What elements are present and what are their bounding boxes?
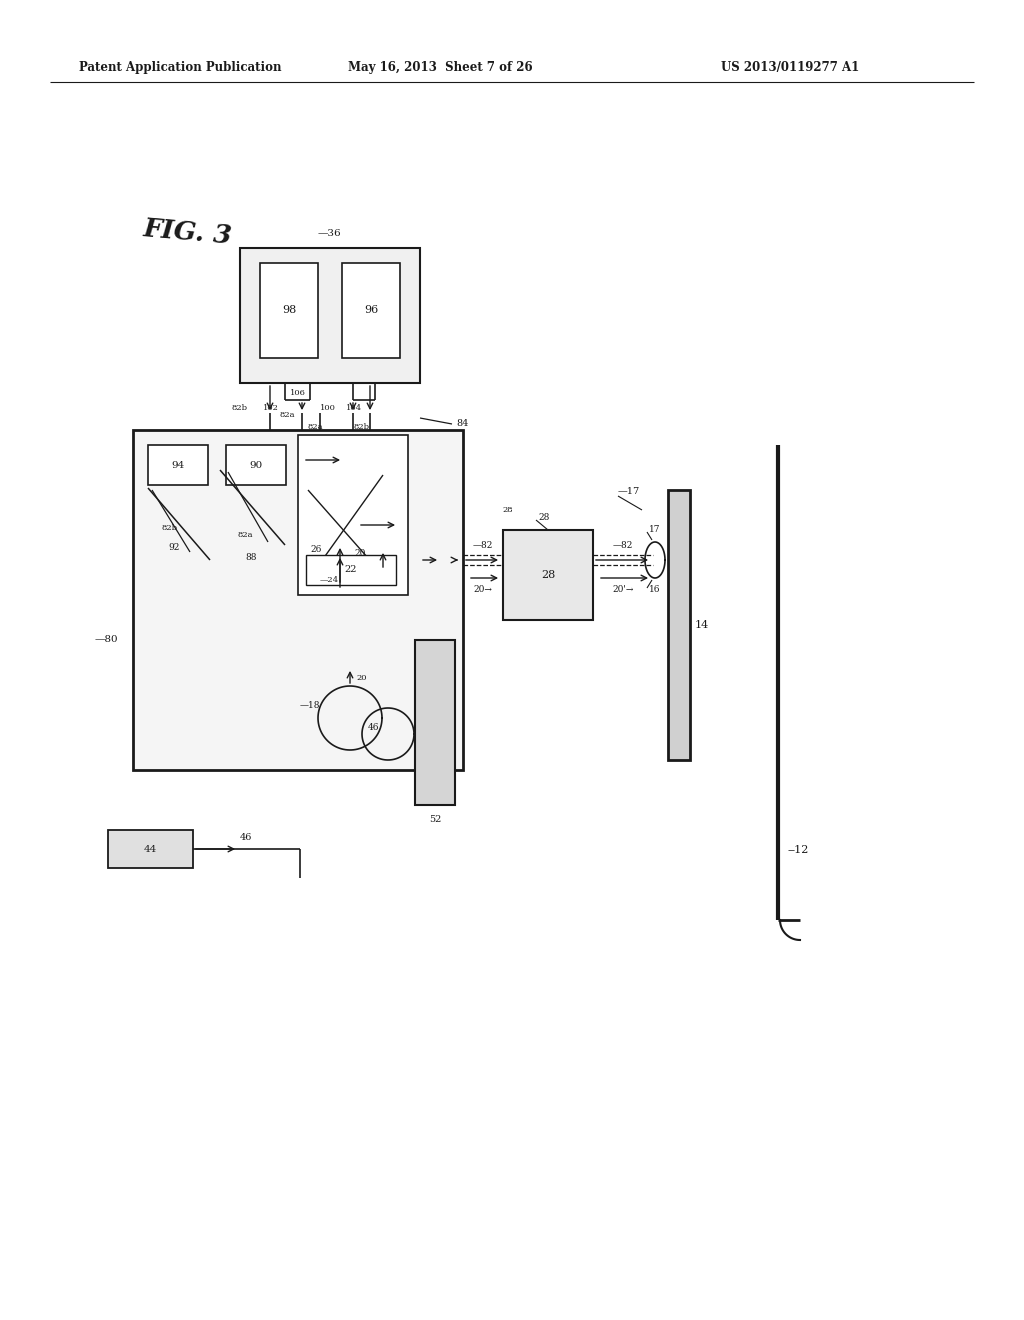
- Text: —82: —82: [473, 541, 494, 550]
- Text: 20→: 20→: [473, 586, 493, 594]
- Text: 28: 28: [538, 513, 549, 523]
- Text: 14: 14: [695, 620, 710, 630]
- Text: 82b: 82b: [353, 422, 369, 432]
- Text: 46: 46: [240, 833, 252, 842]
- Text: —80: —80: [94, 635, 118, 644]
- Text: May 16, 2013  Sheet 7 of 26: May 16, 2013 Sheet 7 of 26: [348, 62, 532, 74]
- Bar: [503, 531, 593, 620]
- Text: 20'→: 20'→: [612, 586, 634, 594]
- Text: Patent Application Publication: Patent Application Publication: [79, 62, 282, 74]
- Bar: [342, 263, 400, 358]
- Bar: [298, 436, 408, 595]
- Text: —24: —24: [319, 576, 339, 583]
- Text: —17: —17: [618, 487, 640, 496]
- Bar: [306, 554, 396, 585]
- Text: 82a: 82a: [237, 531, 253, 539]
- Text: 17: 17: [649, 525, 660, 535]
- Bar: [240, 248, 420, 383]
- Text: 20: 20: [354, 549, 366, 557]
- Text: 52: 52: [429, 814, 441, 824]
- Text: 106: 106: [290, 389, 306, 397]
- Text: 82b: 82b: [232, 404, 248, 412]
- Text: 82a: 82a: [308, 422, 324, 432]
- Text: 28: 28: [541, 570, 555, 579]
- Text: 104: 104: [346, 404, 362, 412]
- Text: —36: —36: [318, 230, 342, 239]
- Text: —82: —82: [612, 541, 633, 550]
- Text: 102: 102: [263, 404, 279, 412]
- Bar: [260, 263, 318, 358]
- Text: 46: 46: [368, 723, 380, 733]
- Text: US 2013/0119277 A1: US 2013/0119277 A1: [721, 62, 859, 74]
- Bar: [133, 430, 463, 770]
- Text: 16: 16: [649, 586, 660, 594]
- Text: ‒12: ‒12: [788, 845, 809, 855]
- Text: 44: 44: [143, 845, 157, 854]
- Text: 94: 94: [171, 461, 184, 470]
- Bar: [148, 445, 208, 484]
- Text: 100: 100: [319, 404, 336, 412]
- Text: 22: 22: [345, 565, 357, 574]
- Bar: [226, 445, 286, 484]
- Text: 20: 20: [356, 675, 367, 682]
- Text: 82a: 82a: [280, 411, 296, 418]
- Text: 26: 26: [310, 545, 322, 554]
- Text: —18: —18: [299, 701, 319, 710]
- Text: 82b: 82b: [162, 524, 178, 532]
- Text: 96: 96: [364, 305, 378, 315]
- Bar: [108, 830, 193, 869]
- Text: 90: 90: [250, 461, 262, 470]
- Text: 88: 88: [245, 553, 256, 562]
- Text: 84: 84: [456, 418, 468, 428]
- Text: 28: 28: [502, 506, 513, 513]
- Text: FIG. 3: FIG. 3: [142, 215, 233, 248]
- Bar: [668, 490, 690, 760]
- Bar: [415, 640, 455, 805]
- Text: 98: 98: [282, 305, 296, 315]
- Text: 92: 92: [168, 544, 179, 553]
